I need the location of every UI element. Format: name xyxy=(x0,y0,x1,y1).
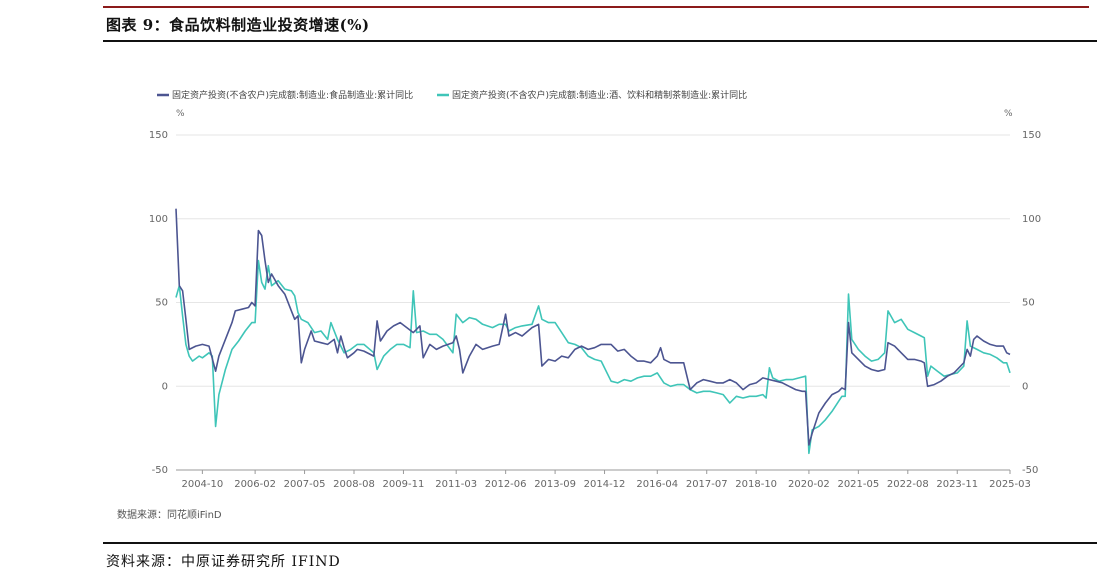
y-tick-label-left: 50 xyxy=(155,298,168,309)
figure-title: 图表 9：食品饮料制造业投资增速(%) xyxy=(106,16,370,34)
x-tick-label: 2012-06 xyxy=(485,479,527,490)
x-tick-label: 2006-02 xyxy=(234,479,276,490)
x-tick-label: 2016-04 xyxy=(636,479,678,490)
title-rule xyxy=(103,40,1097,42)
x-tick-label: 2020-02 xyxy=(788,479,830,490)
y-tick-label-left: 0 xyxy=(162,381,168,392)
x-tick-label: 2011-03 xyxy=(435,479,477,490)
series-line-2 xyxy=(175,259,1011,455)
x-tick-label: 2025-03 xyxy=(989,479,1031,490)
x-tick-label: 2023-11 xyxy=(936,479,978,490)
x-tick-label: 2007-05 xyxy=(284,479,326,490)
x-tick-label: 2004-10 xyxy=(181,479,223,490)
y-tick-label-right: 150 xyxy=(1022,130,1041,141)
x-axis-ticks: 2004-10 2006-02 2007-05 2008-08 2009-11 2011-… xyxy=(181,470,1031,490)
chart-data-source: 数据来源：同花顺iFinD xyxy=(117,510,222,521)
y-tick-label-right: 50 xyxy=(1022,298,1035,309)
chart-grid xyxy=(176,134,1010,471)
x-tick-label: 2013-09 xyxy=(534,479,576,490)
bottom-rule xyxy=(103,542,1097,544)
line-chart: 固定资产投资(不含农户)完成额:制造业:食品制造业:累计同比 固定资产投资(不含… xyxy=(149,89,1041,490)
x-tick-label: 2018-10 xyxy=(735,479,777,490)
x-tick-label: 2008-08 xyxy=(333,479,375,490)
top-accent-rule xyxy=(103,6,1089,8)
x-tick-label: 2022-08 xyxy=(887,479,929,490)
x-tick-label: 2014-12 xyxy=(584,479,626,490)
x-tick-label: 2017-07 xyxy=(686,479,728,490)
x-tick-label: 2021-05 xyxy=(837,479,879,490)
series-line-1 xyxy=(175,208,1011,446)
y-axis-ticks: -50 -50 0 0 50 50 100 100 150 150 xyxy=(149,130,1041,476)
y-tick-label-left: 100 xyxy=(149,214,168,225)
y-axis-left-unit: % xyxy=(176,109,185,119)
legend-label-series-2: 固定资产投资(不含农户)完成额:制造业:酒、饮料和精制茶制造业:累计同比 xyxy=(452,89,747,101)
y-axis-right-unit: % xyxy=(1004,109,1013,119)
chart-series xyxy=(175,208,1011,455)
y-tick-label-right: 0 xyxy=(1022,381,1028,392)
y-tick-label-right: -50 xyxy=(1022,465,1038,476)
y-tick-label-left: -50 xyxy=(152,465,168,476)
y-tick-label-left: 150 xyxy=(149,130,168,141)
chart-legend: 固定资产投资(不含农户)完成额:制造业:食品制造业:累计同比 固定资产投资(不含… xyxy=(157,89,747,101)
legend-label-series-1: 固定资产投资(不含农户)完成额:制造业:食品制造业:累计同比 xyxy=(172,89,413,101)
y-tick-label-right: 100 xyxy=(1022,214,1041,225)
footer-source: 资料来源：中原证券研究所 IFIND xyxy=(106,554,341,570)
x-tick-label: 2009-11 xyxy=(383,479,425,490)
